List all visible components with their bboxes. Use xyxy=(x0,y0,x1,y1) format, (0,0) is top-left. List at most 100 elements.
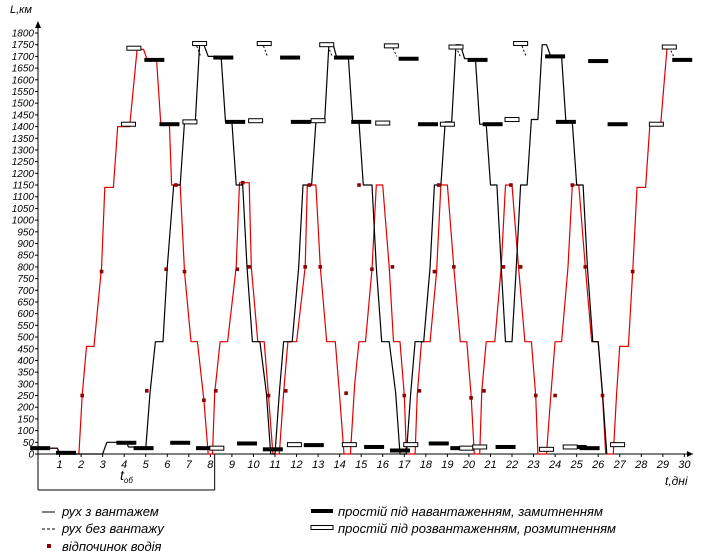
driver-rest-mark xyxy=(469,396,473,400)
driver-rest-mark xyxy=(99,269,104,274)
unloading-rest-mark xyxy=(513,41,529,47)
unloading-rest-mark xyxy=(538,446,554,452)
loading-rest-mark xyxy=(56,450,77,455)
loading-rest-mark xyxy=(482,122,503,127)
driver-rest-mark xyxy=(570,183,575,187)
y-tick-label: 150 xyxy=(17,414,34,425)
unloading-rest-mark xyxy=(383,43,399,49)
x-tick-label: 28 xyxy=(634,459,648,471)
driver-rest-mark xyxy=(318,265,323,269)
y-tick-label: 1400 xyxy=(12,122,35,133)
driver-rest-mark xyxy=(307,183,312,187)
y-tick-label: 1650 xyxy=(12,64,35,75)
y-axis-arrow xyxy=(35,21,41,28)
unloading-rest-mark xyxy=(209,445,225,451)
y-tick-label: 250 xyxy=(16,391,34,402)
driver-rest-mark xyxy=(174,183,178,187)
loading-rest-mark xyxy=(579,446,600,451)
unloading-rest-mark xyxy=(448,44,464,50)
loading-rest-mark xyxy=(159,122,180,127)
unloading-rest-mark xyxy=(472,444,488,450)
x-tick-label: 3 xyxy=(100,459,107,471)
driver-rest-mark xyxy=(240,180,245,185)
x-tick-label: 29 xyxy=(656,459,669,471)
loading-rest-mark xyxy=(398,56,419,61)
x-tick-label: 24 xyxy=(548,459,561,471)
empty-run-segment xyxy=(520,42,527,57)
unloading-rest-mark xyxy=(375,120,391,126)
unloading-rest-mark xyxy=(661,44,677,50)
y-tick-label: 1050 xyxy=(12,204,35,215)
y-tick-label: 600 xyxy=(17,309,34,320)
series-black-line xyxy=(38,44,608,455)
legend-rest-swatch xyxy=(47,544,51,548)
y-tick-label: 1250 xyxy=(12,157,35,168)
driver-rest-mark xyxy=(482,389,486,393)
loading-rest-mark xyxy=(417,122,438,127)
loading-rest-mark xyxy=(213,55,234,60)
x-tick-label: 9 xyxy=(229,459,235,471)
loading-rest-mark xyxy=(389,448,410,453)
period-label-main: t xyxy=(120,467,125,483)
y-tick-label: 900 xyxy=(17,239,34,250)
y-tick-label: 1200 xyxy=(12,169,35,180)
loading-rest-mark xyxy=(280,55,301,60)
driver-rest-mark xyxy=(283,389,288,393)
y-tick-label: 1550 xyxy=(12,87,35,98)
y-tick-label: 850 xyxy=(17,251,34,262)
loading-rest-mark xyxy=(351,119,372,124)
unloading-rest-mark xyxy=(562,444,578,450)
y-tick-label: 550 xyxy=(17,321,34,332)
x-tick-label: 4 xyxy=(121,459,127,471)
loading-rest-mark xyxy=(133,446,154,451)
unloading-rest-mark xyxy=(182,119,198,125)
empty-run-segment xyxy=(194,42,202,57)
y-axis-label: L,км xyxy=(10,4,32,16)
driver-rest-mark xyxy=(518,265,523,269)
driver-rest-mark xyxy=(630,269,635,274)
x-tick-label: 30 xyxy=(678,459,691,471)
loading-rest-mark xyxy=(333,55,354,60)
x-tick-label: 22 xyxy=(505,459,518,471)
driver-rest-mark xyxy=(145,389,149,393)
x-axis-arrow xyxy=(687,451,693,457)
x-tick-label: 10 xyxy=(247,459,260,471)
unloading-rest-mark xyxy=(192,41,208,47)
y-tick-label: 750 xyxy=(17,274,34,285)
legend-loaded-label: рух з вантажем xyxy=(61,504,159,519)
legend-rest-label: відпочинок водія xyxy=(62,539,162,554)
y-tick-label: 700 xyxy=(17,286,34,297)
driver-rest-mark xyxy=(533,393,538,398)
y-tick-label: 1350 xyxy=(12,134,35,145)
loading-rest-mark xyxy=(116,440,137,445)
loading-rest-mark xyxy=(467,57,488,62)
y-tick-label: 800 xyxy=(17,262,34,273)
y-tick-label: 450 xyxy=(17,344,34,355)
driver-rest-mark xyxy=(432,269,437,274)
x-tick-label: 18 xyxy=(420,459,433,471)
loading-rest-mark xyxy=(495,444,516,449)
x-tick-label: 1 xyxy=(56,459,62,471)
loading-rest-mark xyxy=(170,440,191,445)
y-tick-label: 1500 xyxy=(12,99,35,110)
x-tick-label: 6 xyxy=(164,459,171,471)
empty-run-segment xyxy=(326,42,333,57)
loading-rest-mark xyxy=(236,441,257,446)
driver-rest-mark xyxy=(247,265,251,269)
empty-run-segment xyxy=(261,42,268,57)
x-tick-label: 23 xyxy=(526,459,540,471)
driver-rest-mark xyxy=(80,393,84,398)
loading-rest-mark xyxy=(290,119,311,124)
x-tick-label: 7 xyxy=(186,459,193,471)
legend: рух з вантажем рух без вантажу відпочино… xyxy=(42,504,616,554)
legend-loading-label: простій під навантаженням, замитненням xyxy=(338,504,603,519)
unloading-rest-mark xyxy=(459,445,475,451)
x-tick-label: 11 xyxy=(269,459,280,471)
driver-rest-mark xyxy=(357,183,361,187)
x-tick-label: 20 xyxy=(462,459,476,471)
driver-rest-mark xyxy=(436,183,441,187)
unloading-rest-mark xyxy=(504,117,520,123)
x-tick-label: 16 xyxy=(377,459,390,471)
driver-rest-mark xyxy=(553,393,557,398)
